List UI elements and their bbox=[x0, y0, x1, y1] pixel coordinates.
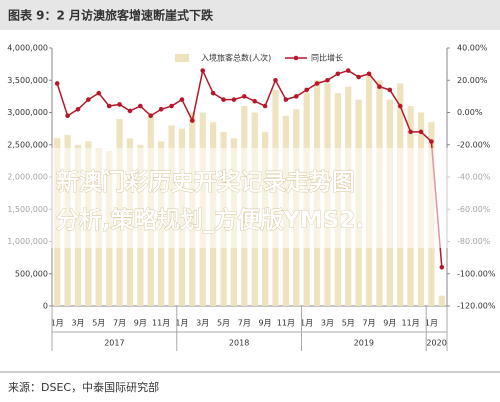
y2-tick-label: 20.00% bbox=[457, 76, 488, 85]
point bbox=[325, 77, 330, 83]
legend-swatch bbox=[175, 54, 189, 62]
point bbox=[252, 98, 257, 104]
x-tick-label: 1月 bbox=[175, 319, 188, 328]
title-bar bbox=[0, 0, 500, 30]
x-tick-label: 3月 bbox=[71, 319, 84, 328]
y-tick-label: 3,500,000 bbox=[7, 76, 48, 85]
legend-label: 同比增长 bbox=[311, 53, 343, 63]
point bbox=[397, 103, 403, 109]
y-tick-label: 0 bbox=[43, 302, 48, 311]
point bbox=[387, 87, 393, 93]
point bbox=[262, 103, 268, 109]
point bbox=[65, 113, 70, 119]
point bbox=[117, 102, 122, 107]
x-tick-label: 7月 bbox=[113, 319, 126, 328]
y2-tick-label: 0.00% bbox=[457, 108, 483, 117]
point bbox=[273, 77, 278, 83]
point bbox=[221, 97, 226, 102]
y-tick-label: 4,000,000 bbox=[7, 44, 48, 53]
x-tick-label: 9月 bbox=[259, 319, 272, 328]
overlay-text: 新澳门彩历史开奖记录走势图 bbox=[56, 169, 355, 196]
point bbox=[314, 81, 320, 86]
overlay-band bbox=[0, 148, 500, 248]
point bbox=[54, 81, 60, 86]
point bbox=[335, 71, 341, 77]
point bbox=[106, 103, 112, 109]
point bbox=[169, 103, 174, 109]
y2-tick-label: 40.00% bbox=[457, 44, 488, 53]
x-tick-label: 11月 bbox=[402, 319, 420, 328]
point bbox=[148, 113, 154, 119]
point bbox=[75, 106, 81, 112]
point bbox=[200, 68, 206, 73]
group-label: 2017 bbox=[104, 339, 124, 348]
point bbox=[304, 87, 309, 93]
x-tick-label: 3月 bbox=[196, 319, 209, 328]
group-label: 2019 bbox=[354, 339, 374, 348]
y-tick-label: 500,000 bbox=[15, 269, 48, 278]
group-label: 2018 bbox=[229, 339, 249, 348]
point bbox=[408, 129, 413, 135]
x-tick-label: 1月 bbox=[300, 319, 313, 328]
point bbox=[127, 108, 133, 114]
x-tick-label: 5月 bbox=[217, 319, 230, 328]
x-tick-label: 9月 bbox=[134, 319, 147, 328]
x-tick-label: 11月 bbox=[277, 319, 295, 328]
point bbox=[190, 118, 195, 123]
y2-tick-label: -20.00% bbox=[457, 140, 491, 149]
point bbox=[429, 139, 434, 144]
x-tick-label: 5月 bbox=[342, 319, 355, 328]
point bbox=[439, 265, 445, 270]
point bbox=[366, 71, 372, 77]
legend-label: 入境旅客总数(人次) bbox=[201, 53, 271, 63]
x-tick-label: 9月 bbox=[383, 319, 396, 328]
point bbox=[345, 68, 351, 73]
point bbox=[283, 97, 289, 102]
point bbox=[138, 103, 143, 109]
y2-tick-label: -100.00% bbox=[457, 269, 496, 278]
point bbox=[86, 97, 91, 102]
x-tick-label: 1月 bbox=[425, 319, 438, 328]
point bbox=[377, 84, 382, 89]
x-tick-label: 7月 bbox=[238, 319, 251, 328]
bar bbox=[438, 295, 445, 306]
point bbox=[210, 90, 216, 96]
point bbox=[418, 129, 424, 135]
x-tick-label: 1月 bbox=[51, 319, 64, 328]
y-tick-label: 3,000,000 bbox=[7, 108, 48, 117]
legend-marker bbox=[293, 55, 299, 61]
point bbox=[293, 94, 299, 99]
x-tick-label: 7月 bbox=[362, 319, 375, 328]
source: 来源：DSEC，中泰国际研究部 bbox=[8, 380, 159, 394]
x-tick-label: 5月 bbox=[92, 319, 105, 328]
x-tick-label: 3月 bbox=[321, 319, 334, 328]
point bbox=[96, 90, 102, 96]
point bbox=[231, 97, 237, 102]
point bbox=[158, 106, 164, 112]
group-label: 2020 bbox=[426, 339, 446, 348]
point bbox=[179, 97, 185, 102]
y-tick-label: 2,500,000 bbox=[7, 140, 48, 149]
y2-tick-label: -120.00% bbox=[457, 302, 496, 311]
point bbox=[356, 74, 361, 80]
overlay-text: 分析,策略规划_方便版YMS2. bbox=[56, 207, 364, 234]
chart-title: 图表 9：2 月访澳旅客增速断崖式下跌 bbox=[8, 8, 214, 23]
x-tick-label: 11月 bbox=[152, 319, 170, 328]
point bbox=[242, 94, 247, 99]
